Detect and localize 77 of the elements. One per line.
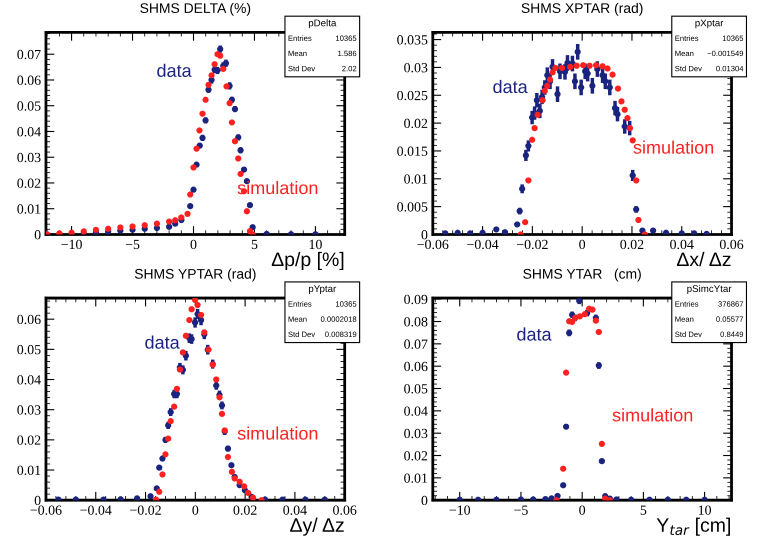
y-tick-label: 0.03 [17,405,41,415]
x-tick-label: 0 [192,505,198,515]
x-tick-label: −0.04 [80,505,112,515]
x-tick-label: 0 [190,240,196,250]
series-label: data [157,64,192,77]
x-tick-label: 0 [579,240,586,250]
text: pDelta [308,19,336,28]
y-tick-label: 0.005 [397,202,428,212]
text: pYptar [308,285,336,294]
x-axis-title: Y$_{tar}$ [cm] [656,518,730,536]
y-tick-label: 0.03 [404,428,428,438]
y-tick-label: 0.06 [404,362,428,372]
y-tick-label: 0.02 [17,435,40,445]
chart-title: SHMS YTAR (cm) [523,268,641,282]
y-tick-label: 0.04 [17,375,41,385]
x-tick-label: −0.02 [130,505,161,515]
y-tick-label: 0.03 [17,152,41,162]
series-label: data [493,80,528,94]
y-tick-label: 0.07 [17,50,41,60]
y-tick-label: 0 [34,230,41,240]
x-tick-label: −5 [514,506,528,515]
chart-title: SHMS DELTA (%) [140,2,250,16]
text: pXptar [695,20,724,28]
x-tick-label: −10 [450,505,470,515]
y-tick-label: 0.035 [397,35,428,45]
y-tick-label: 0.09 [404,294,428,304]
y-tick-label: 0.06 [17,314,41,324]
x-tick-label: 0.06 [333,505,356,515]
x-tick-label: 0.02 [620,240,644,250]
x-axis-title: Δx/ Δz [676,252,731,266]
x-tick-label: −0.04 [467,240,498,250]
series-label: simulation [612,408,692,422]
y-tick-label: 0 [422,230,428,240]
x-tick-label: 0.04 [670,240,694,250]
series-label: simulation [238,426,318,440]
y-tick-label: 0.02 [404,118,428,128]
y-tick-label: 0.04 [404,406,428,416]
x-tick-label: −0.02 [516,240,548,250]
x-tick-label: 0.02 [233,505,257,515]
x-axis-title: Δp/p [%] [272,252,344,270]
y-tick-label: 0.05 [17,101,41,111]
series-label: data [517,327,552,341]
y-tick-label: 0.01 [404,174,428,184]
x-tick-label: 10 [698,505,712,515]
y-tick-label: 0.01 [17,466,40,476]
x-tick-label: −0.06 [417,240,448,250]
series-label: simulation [238,180,318,194]
x-tick-label: −5 [126,240,140,250]
y-tick-label: 0.06 [17,76,41,85]
y-tick-label: 0.015 [397,146,428,156]
y-tick-label: 0.05 [404,384,428,394]
series-label: simulation [633,140,714,154]
y-tick-label: 0.07 [404,339,428,349]
x-tick-label: 10 [310,240,322,250]
chart-title: SHMS YPTAR (rad) [134,268,256,282]
y-tick-label: 0.03 [404,63,428,72]
y-tick-label: 0.04 [17,127,41,136]
x-tick-label: −10 [61,240,82,250]
y-tick-label: 0 [34,496,41,506]
chart-title: SHMS XPTAR (rad) [522,2,643,16]
x-tick-label: 5 [640,506,646,515]
x-tick-label: 0 [579,505,586,515]
x-tick-label: 0.04 [283,505,307,515]
x-axis-title: Δy/ Δz [290,518,344,536]
text: pSimcYtar [687,284,732,294]
x-tick-label: 0.06 [720,240,744,250]
legend-label: data [145,336,180,349]
x-tick-label: 5 [252,240,258,250]
y-tick-label: 0.025 [397,90,428,100]
y-tick-label: 0.01 [17,204,40,214]
y-tick-label: 0.08 [404,317,428,327]
y-tick-label: 0.02 [404,451,428,461]
y-tick-label: 0.02 [17,178,40,188]
x-tick-label: −0.06 [30,505,62,515]
y-tick-label: 0.05 [17,344,41,354]
y-tick-label: 0 [422,496,428,506]
y-tick-label: 0.01 [404,473,428,483]
